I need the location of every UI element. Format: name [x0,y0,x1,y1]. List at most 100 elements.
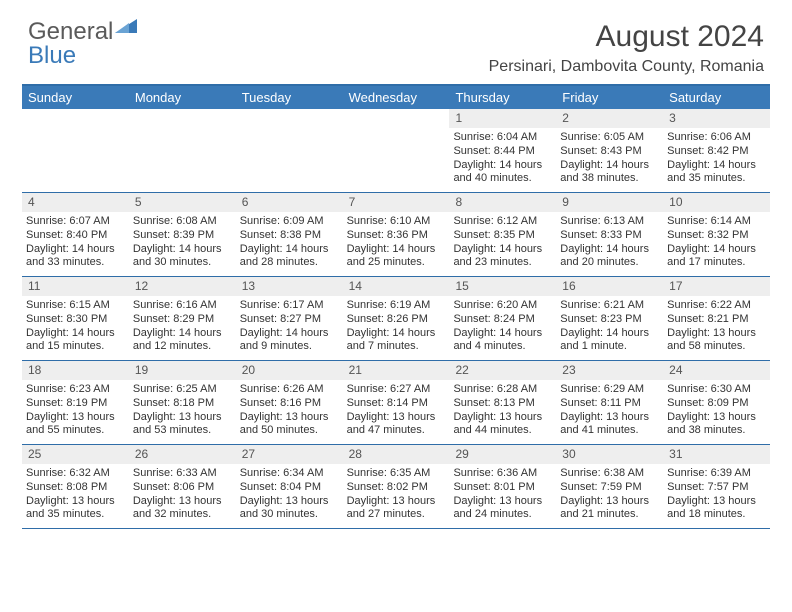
calendar-cell: 29Sunrise: 6:36 AMSunset: 8:01 PMDayligh… [449,445,556,528]
day-header: Friday [556,86,663,109]
day-number: 14 [343,277,450,296]
day-header: Sunday [22,86,129,109]
sunrise-text: Sunrise: 6:39 AM [667,467,766,481]
day-number: 4 [22,193,129,212]
sunrise-text: Sunrise: 6:32 AM [26,467,125,481]
sunrise-text: Sunrise: 6:33 AM [133,467,232,481]
day-number: 22 [449,361,556,380]
day-number: 24 [663,361,770,380]
sunrise-text: Sunrise: 6:29 AM [560,383,659,397]
sunset-text: Sunset: 8:14 PM [347,397,446,411]
daylight-text: Daylight: 14 hours and 17 minutes. [667,243,766,271]
daylight-text: Daylight: 13 hours and 32 minutes. [133,495,232,523]
logo: GeneralBlue [28,20,137,68]
day-number: 17 [663,277,770,296]
day-number: 16 [556,277,663,296]
sunrise-text: Sunrise: 6:27 AM [347,383,446,397]
day-number: 11 [22,277,129,296]
sunset-text: Sunset: 7:57 PM [667,481,766,495]
calendar-cell: 13Sunrise: 6:17 AMSunset: 8:27 PMDayligh… [236,277,343,360]
calendar-cell: 25 Sunrise: 6:32 AMSunset: 8:08 PMDayligh… [22,445,129,528]
sunrise-text: Sunrise: 6:23 AM [26,383,125,397]
sunset-text: Sunset: 8:36 PM [347,229,446,243]
calendar-cell: 8Sunrise: 6:12 AMSunset: 8:35 PMDaylight… [449,193,556,276]
day-header-row: SundayMondayTuesdayWednesdayThursdayFrid… [22,86,770,109]
daylight-text: Daylight: 13 hours and 30 minutes. [240,495,339,523]
sunset-text: Sunset: 8:29 PM [133,313,232,327]
sunrise-text: Sunrise: 6:38 AM [560,467,659,481]
daylight-text: Daylight: 14 hours and 30 minutes. [133,243,232,271]
sunset-text: Sunset: 8:26 PM [347,313,446,327]
daylight-text: Daylight: 14 hours and 33 minutes. [26,243,125,271]
sunset-text: Sunset: 8:44 PM [453,145,552,159]
daylight-text: Daylight: 13 hours and 21 minutes. [560,495,659,523]
sunrise-text: Sunrise: 6:13 AM [560,215,659,229]
day-number: 23 [556,361,663,380]
daylight-text: Daylight: 13 hours and 27 minutes. [347,495,446,523]
sunrise-text: Sunrise: 6:08 AM [133,215,232,229]
daylight-text: Daylight: 13 hours and 47 minutes. [347,411,446,439]
sunset-text: Sunset: 8:09 PM [667,397,766,411]
daylight-text: Daylight: 13 hours and 55 minutes. [26,411,125,439]
daylight-text: Daylight: 13 hours and 35 minutes. [26,495,125,523]
sunrise-text: Sunrise: 6:28 AM [453,383,552,397]
sunset-text: Sunset: 8:13 PM [453,397,552,411]
sunrise-text: Sunrise: 6:12 AM [453,215,552,229]
sunset-text: Sunset: 8:42 PM [667,145,766,159]
calendar-cell: 21 Sunrise: 6:27 AMSunset: 8:14 PMDayligh… [343,361,450,444]
sunrise-text: Sunrise: 6:10 AM [347,215,446,229]
daylight-text: Daylight: 14 hours and 12 minutes. [133,327,232,355]
sunrise-text: Sunrise: 6:05 AM [560,131,659,145]
month-title: August 2024 [489,20,764,54]
calendar-cell: 12Sunrise: 6:16 AMSunset: 8:29 PMDayligh… [129,277,236,360]
day-header: Thursday [449,86,556,109]
sunset-text: Sunset: 8:04 PM [240,481,339,495]
day-number: 21 [343,361,450,380]
day-number: 10 [663,193,770,212]
calendar-cell: 31Sunrise: 6:39 AMSunset: 7:57 PMDayligh… [663,445,770,528]
sunrise-text: Sunrise: 6:06 AM [667,131,766,145]
day-number: 29 [449,445,556,464]
day-number: 2 [556,109,663,128]
daylight-text: Daylight: 13 hours and 53 minutes. [133,411,232,439]
daylight-text: Daylight: 14 hours and 15 minutes. [26,327,125,355]
day-number: 9 [556,193,663,212]
day-number: 1 [449,109,556,128]
calendar-cell-blank [22,109,129,192]
header: GeneralBlue August 2024 Persinari, Dambo… [0,0,792,84]
weeks-container: 1 Sunrise: 6:04 AMSunset: 8:44 PM Daylight… [22,109,770,529]
daylight-text: Daylight: 13 hours and 50 minutes. [240,411,339,439]
sunrise-text: Sunrise: 6:04 AM [453,131,552,145]
calendar-cell: 5Sunrise: 6:08 AMSunset: 8:39 PMDaylight… [129,193,236,276]
calendar-cell: 30Sunrise: 6:38 AMSunset: 7:59 PMDayligh… [556,445,663,528]
daylight-text: Daylight: 13 hours and 18 minutes. [667,495,766,523]
calendar-cell: 1Sunrise: 6:04 AMSunset: 8:44 PMDaylight… [449,109,556,192]
day-number: 28 [343,445,450,464]
sunset-text: Sunset: 8:18 PM [133,397,232,411]
calendar-cell: 3Sunrise: 6:06 AMSunset: 8:42 PMDaylight… [663,109,770,192]
day-number: 7 [343,193,450,212]
logo-text-general: General [28,18,113,45]
sunset-text: Sunset: 8:27 PM [240,313,339,327]
calendar-cell-blank [236,109,343,192]
sunset-text: Sunset: 8:24 PM [453,313,552,327]
daylight-text: Daylight: 13 hours and 41 minutes. [560,411,659,439]
week-row: 25Sunrise: 6:32 AMSunset: 8:08 PMDayligh… [22,445,770,529]
sunset-text: Sunset: 8:01 PM [453,481,552,495]
calendar-cell: 10Sunrise: 6:14 AMSunset: 8:32 PMDayligh… [663,193,770,276]
sunrise-text: Sunrise: 6:22 AM [667,299,766,313]
day-number: 5 [129,193,236,212]
calendar-cell: 26Sunrise: 6:33 AMSunset: 8:06 PMDayligh… [129,445,236,528]
sunrise-text: Sunrise: 6:34 AM [240,467,339,481]
day-number: 25 [22,445,129,464]
day-number: 6 [236,193,343,212]
daylight-text: Daylight: 13 hours and 58 minutes. [667,327,766,355]
day-number: 20 [236,361,343,380]
sunset-text: Sunset: 8:08 PM [26,481,125,495]
daylight-text: Daylight: 13 hours and 24 minutes. [453,495,552,523]
calendar-cell: 28Sunrise: 6:35 AMSunset: 8:02 PMDayligh… [343,445,450,528]
calendar-cell: 2Sunrise: 6:05 AMSunset: 8:43 PMDaylight… [556,109,663,192]
sunrise-text: Sunrise: 6:07 AM [26,215,125,229]
daylight-text: Daylight: 14 hours and 28 minutes. [240,243,339,271]
sunrise-text: Sunrise: 6:15 AM [26,299,125,313]
